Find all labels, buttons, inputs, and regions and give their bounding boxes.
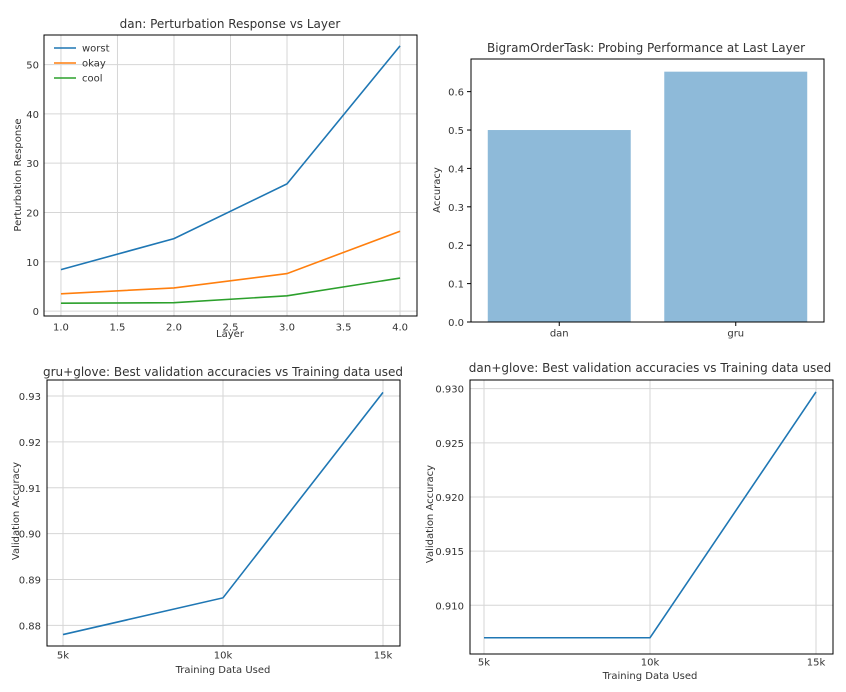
chart-title: BigramOrderTask: Probing Performance at … [487,41,805,55]
plot-area: 1.0 1.5 2.0 2.5 3.0 3.5 4.0 0 10 20 30 40 50 [26,34,418,333]
x-tick-label: 10k [214,650,233,661]
y-tick-label: 0.3 [448,203,464,214]
y-tick-label: 0.2 [448,241,464,252]
x-tick-label: 15k [374,650,393,661]
x-tick-label: 15k [807,657,826,668]
y-tick-label: 0.910 [435,601,464,612]
x-tick-label: 3.0 [279,322,295,333]
y-tick-label: 0.88 [19,621,41,632]
plot-area: 5k 10k 15k 0.910 0.915 0.920 0.925 0.930 [435,379,834,668]
y-tick-label: 0.92 [19,438,41,449]
x-tick-label: gru [727,328,744,339]
x-axis-label: Training Data Used [175,665,271,676]
plot-frame [470,58,825,323]
y-tick-label: 40 [26,110,39,121]
x-tick-label: 5k [478,657,490,668]
y-tick-label: 0.90 [19,530,41,541]
legend-label-okay: okay [82,59,106,70]
y-axis-label: Accuracy [432,167,443,213]
plot-area: 0.0 0.1 0.2 0.3 0.4 0.5 0.6 dan gru [448,58,825,339]
x-tick-label: 4.0 [392,322,408,333]
y-tick-label: 30 [26,159,39,170]
y-tick-label: 0.920 [435,493,464,504]
perturbation-chart: dan: Perturbation Response vs Layer Laye… [13,17,418,340]
y-tick-label: 0.930 [435,385,464,396]
plot-frame [46,379,401,647]
x-tick-label: 1.5 [110,322,126,333]
plot-frame [469,379,834,655]
legend-label-cool: cool [82,74,103,85]
chart-title: dan: Perturbation Response vs Layer [120,17,341,31]
y-axis-label: Validation Accuracy [11,462,22,560]
x-tick-label: 10k [641,657,660,668]
series-line-okay [60,230,401,295]
plot-area: 5k 10k 15k 0.88 0.89 0.90 0.91 0.92 0.93 [19,379,401,661]
dan-glove-chart: dan+glove: Best validation accuracies vs… [425,361,834,682]
legend-label-worst: worst [82,44,110,55]
chart-panel-dan-glove: dan+glove: Best validation accuracies vs… [423,344,846,688]
y-tick-label: 0.6 [448,88,464,99]
x-tick-label: 1.0 [53,322,69,333]
y-tick-label: 0.89 [19,576,41,587]
y-tick-label: 10 [26,258,39,269]
y-tick-label: 0.1 [448,280,464,291]
y-tick-label: 50 [26,61,39,72]
x-tick-label: 2.0 [166,322,182,333]
bar-gru [664,71,808,322]
y-tick-label: 0.915 [435,547,464,558]
bar-dan [487,130,631,322]
legend: worst okay cool [54,44,110,85]
chart-title: gru+glove: Best validation accuracies vs… [43,365,403,379]
y-tick-label: 0.93 [19,392,41,403]
series-line-worst [60,45,401,271]
chart-title: dan+glove: Best validation accuracies vs… [469,361,831,375]
chart-panel-probing: BigramOrderTask: Probing Performance at … [423,0,846,344]
chart-panel-perturbation: dan: Perturbation Response vs Layer Laye… [0,0,423,344]
series-line-0 [484,391,817,639]
y-tick-label: 0.4 [448,164,464,175]
x-tick-label: 2.5 [223,322,239,333]
y-tick-label: 0.925 [435,439,464,450]
y-tick-label: 0.91 [19,484,41,495]
x-tick-label: 5k [57,650,69,661]
probing-bar-chart: BigramOrderTask: Probing Performance at … [432,41,825,339]
y-tick-label: 0.5 [448,126,464,137]
gru-glove-chart: gru+glove: Best validation accuracies vs… [11,365,403,676]
y-axis-label: Perturbation Response [13,118,24,231]
x-axis-label: Training Data Used [602,671,698,682]
y-axis-label: Validation Accuracy [425,465,436,563]
y-tick-label: 0.0 [448,318,464,329]
x-axis-label: Layer [216,329,245,340]
chart-panel-gru-glove: gru+glove: Best validation accuracies vs… [0,344,423,688]
y-tick-label: 20 [26,208,39,219]
x-tick-label: 3.5 [336,322,352,333]
y-tick-label: 0 [33,307,39,318]
series-line-0 [62,391,384,636]
series-line-cool [60,277,401,304]
x-tick-label: dan [550,328,569,339]
plot-frame [43,34,418,317]
